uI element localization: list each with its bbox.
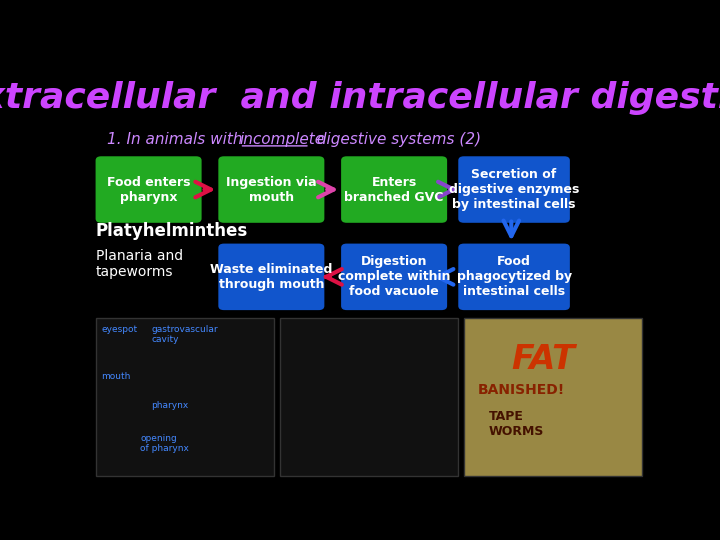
Text: incomplete: incomplete bbox=[240, 132, 325, 147]
FancyBboxPatch shape bbox=[341, 244, 447, 310]
Text: opening
of pharynx: opening of pharynx bbox=[140, 434, 189, 454]
Text: 1. In animals with: 1. In animals with bbox=[107, 132, 247, 147]
Text: Planaria and
tapeworms: Planaria and tapeworms bbox=[96, 249, 183, 280]
FancyBboxPatch shape bbox=[96, 319, 274, 476]
Text: digestive systems (2): digestive systems (2) bbox=[312, 132, 481, 147]
FancyBboxPatch shape bbox=[218, 244, 324, 310]
FancyBboxPatch shape bbox=[341, 156, 447, 223]
Text: gastrovascular
cavity: gastrovascular cavity bbox=[151, 325, 218, 344]
FancyBboxPatch shape bbox=[96, 156, 202, 223]
FancyBboxPatch shape bbox=[459, 156, 570, 223]
Text: TAPE
WORMS: TAPE WORMS bbox=[489, 410, 544, 438]
FancyBboxPatch shape bbox=[459, 244, 570, 310]
Text: Secretion of
digestive enzymes
by intestinal cells: Secretion of digestive enzymes by intest… bbox=[449, 168, 580, 211]
Text: Platyhelminthes: Platyhelminthes bbox=[96, 222, 248, 240]
Text: Waste eliminated
through mouth: Waste eliminated through mouth bbox=[210, 263, 333, 291]
Text: Digestion
complete within
food vacuole: Digestion complete within food vacuole bbox=[338, 255, 451, 299]
Text: pharynx: pharynx bbox=[151, 401, 189, 410]
Text: mouth: mouth bbox=[101, 372, 130, 381]
Text: Food
phagocytized by
intestinal cells: Food phagocytized by intestinal cells bbox=[456, 255, 572, 299]
FancyBboxPatch shape bbox=[280, 319, 459, 476]
Text: Extracellular  and intracellular digestion: Extracellular and intracellular digestio… bbox=[0, 81, 720, 115]
Text: Food enters
pharynx: Food enters pharynx bbox=[107, 176, 190, 204]
FancyBboxPatch shape bbox=[464, 319, 642, 476]
Text: FAT: FAT bbox=[511, 343, 575, 376]
Text: eyespot: eyespot bbox=[101, 325, 138, 334]
Text: Ingestion via
mouth: Ingestion via mouth bbox=[226, 176, 317, 204]
FancyBboxPatch shape bbox=[218, 156, 324, 223]
Text: Enters
branched GVC: Enters branched GVC bbox=[344, 176, 444, 204]
Text: BANISHED!: BANISHED! bbox=[478, 383, 565, 397]
